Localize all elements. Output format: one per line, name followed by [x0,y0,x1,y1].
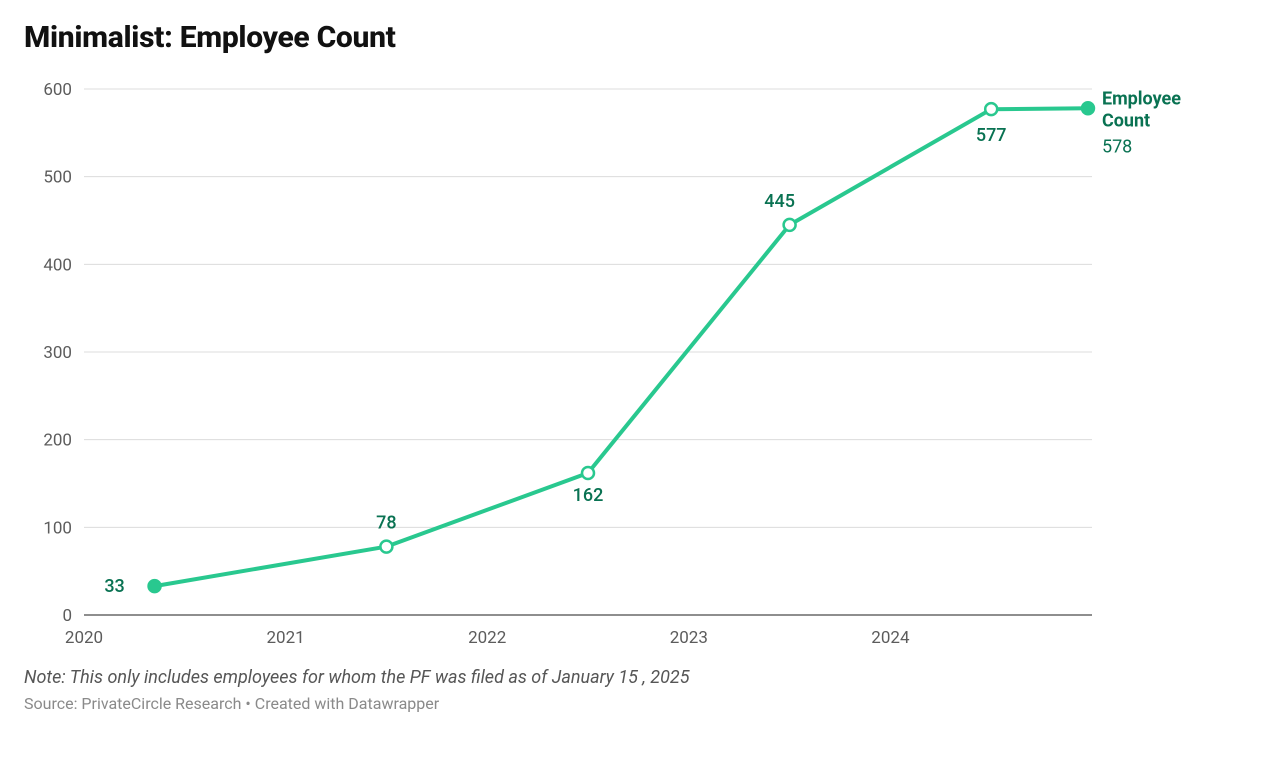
x-tick-label: 2022 [468,628,506,648]
source-separator: • [241,694,254,713]
series-final-value: 578 [1102,136,1132,157]
data-point-label: 33 [104,576,124,597]
x-tick-label: 2020 [65,628,103,648]
series-label: EmployeeCount [1102,88,1181,131]
y-tick-label: 300 [43,343,72,363]
data-point-label: 577 [976,125,1007,146]
y-tick-label: 0 [62,606,72,626]
y-tick-label: 400 [43,255,72,275]
source-text: Source: PrivateCircle Research [24,694,241,713]
chart-note: Note: This only includes employees for w… [24,667,1240,688]
data-point-marker [149,580,161,592]
x-tick-label: 2024 [871,628,910,648]
series-line [155,108,1088,586]
data-point-label: 445 [764,191,795,212]
data-point-marker [1082,102,1094,114]
y-tick-label: 500 [43,168,72,188]
y-tick-label: 100 [43,518,72,538]
x-tick-label: 2023 [670,628,708,648]
chart-title: Minimalist: Employee Count [24,20,1240,55]
data-point-label: 162 [573,485,604,506]
data-point-marker [582,467,594,479]
data-point-marker [784,219,796,231]
chart-source: Source: PrivateCircle Research • Created… [24,694,1240,713]
source-credit: Created with Datawrapper [255,694,439,713]
x-tick-label: 2021 [266,628,304,648]
y-tick-label: 600 [43,80,72,100]
y-tick-label: 200 [43,431,72,451]
data-point-marker [985,103,997,115]
data-point-label: 78 [376,513,396,534]
employee-count-line-chart: 0 100 200 300 400 500 600 2020 2021 2022 2023 2024 3… [24,69,1240,659]
data-point-marker [380,541,392,553]
